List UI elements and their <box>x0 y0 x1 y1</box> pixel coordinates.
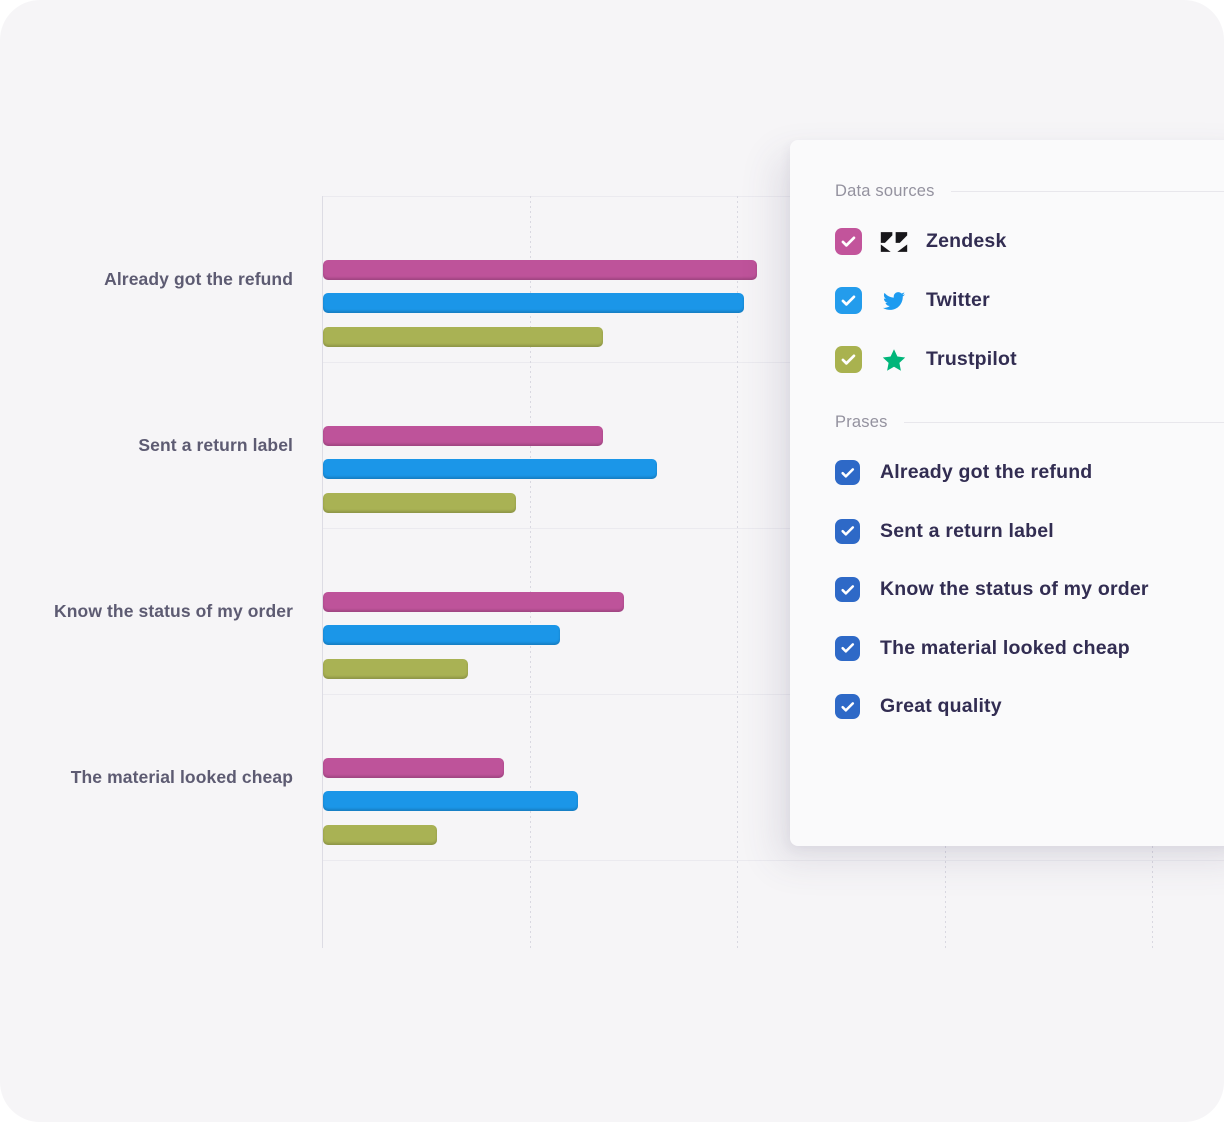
bar-zendesk <box>323 260 757 280</box>
bar-twitter <box>323 459 657 479</box>
bar-twitter <box>323 791 578 811</box>
category-label: Already got the refund <box>104 269 293 289</box>
category-label: Know the status of my order <box>54 601 293 621</box>
checkbox[interactable] <box>835 287 862 314</box>
phrase-label: Know the status of my order <box>880 578 1149 600</box>
checkbox[interactable] <box>835 694 860 719</box>
phrase-label: Great quality <box>880 695 1002 717</box>
filters-panel: Data sources Zendesk Twitter Trustpilot Pr… <box>790 140 1224 846</box>
checkbox[interactable] <box>835 346 862 373</box>
data-sources-title: Data sources <box>835 181 935 200</box>
y-axis-line <box>322 196 323 948</box>
phrase-row: Know the status of my order <box>835 575 1224 604</box>
gridline-horizontal <box>322 694 1224 695</box>
check-icon <box>835 287 862 314</box>
bar-trustpilot <box>323 493 516 513</box>
category-label: The material looked cheap <box>70 767 293 787</box>
phrases-title: Prases <box>835 412 888 431</box>
phrase-row: Already got the refund <box>835 458 1224 487</box>
bar-trustpilot <box>323 327 603 347</box>
check-icon <box>835 577 860 602</box>
data-source-row: Twitter <box>835 286 1224 315</box>
check-icon <box>835 228 862 255</box>
check-icon <box>835 460 860 485</box>
phrases-list: Already got the refund Sent a return labe… <box>835 458 1224 721</box>
data-source-label: Trustpilot <box>926 348 1017 370</box>
phrase-label: Already got the refund <box>880 461 1093 483</box>
gridline-horizontal <box>322 196 1224 197</box>
twitter-icon <box>879 288 909 314</box>
data-sources-header: Data sources <box>835 181 1224 201</box>
bar-twitter <box>323 625 560 645</box>
bar-trustpilot <box>323 825 437 845</box>
data-sources-list: Zendesk Twitter Trustpilot <box>835 227 1224 374</box>
gridline-vertical-dotted <box>737 196 738 948</box>
check-icon <box>835 694 860 719</box>
gridline-horizontal <box>322 860 1224 861</box>
data-source-row: Zendesk <box>835 227 1224 256</box>
check-icon <box>835 519 860 544</box>
gridline-vertical-dotted <box>530 196 531 948</box>
divider <box>950 190 1224 192</box>
check-icon <box>835 636 860 661</box>
trustpilot-icon <box>879 347 909 373</box>
bar-zendesk <box>323 758 504 778</box>
divider <box>903 421 1224 423</box>
category-label: Sent a return label <box>138 435 293 455</box>
checkbox[interactable] <box>835 460 860 485</box>
checkbox[interactable] <box>835 635 860 661</box>
phrases-header: Prases <box>835 412 1224 432</box>
bar-trustpilot <box>323 659 468 679</box>
checkbox[interactable] <box>835 518 860 544</box>
gridline-horizontal <box>322 528 1224 529</box>
data-source-label: Twitter <box>926 289 990 311</box>
checkbox[interactable] <box>835 228 862 255</box>
checkbox[interactable] <box>835 577 860 602</box>
phrase-label: The material looked cheap <box>880 636 1130 659</box>
phrase-label: Sent a return label <box>880 519 1054 542</box>
bar-twitter <box>323 293 744 313</box>
data-source-label: Zendesk <box>926 230 1007 252</box>
zendesk-icon <box>879 229 909 255</box>
phrase-row: The material looked cheap <box>835 634 1224 663</box>
gridline-horizontal <box>322 362 1224 363</box>
phrase-row: Sent a return label <box>835 517 1224 546</box>
phrase-row: Great quality <box>835 692 1224 721</box>
check-icon <box>835 346 862 373</box>
bar-zendesk <box>323 426 603 446</box>
data-source-row: Trustpilot <box>835 345 1224 374</box>
bar-zendesk <box>323 592 624 612</box>
